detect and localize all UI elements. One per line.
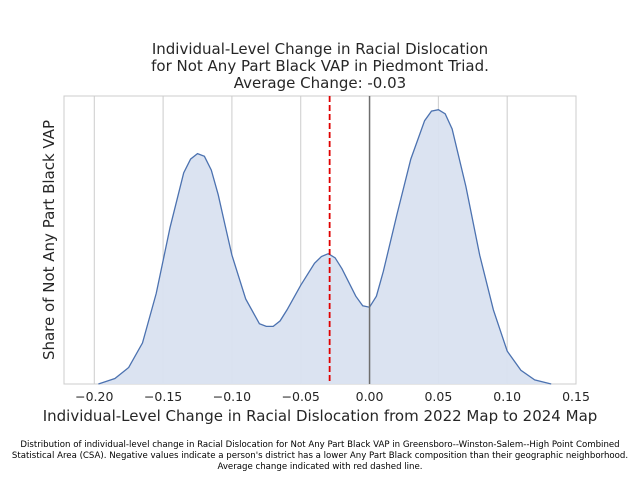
chart-title-line-2: for Not Any Part Black VAP in Piedmont T… (151, 57, 489, 75)
chart-title-line-1: Individual-Level Change in Racial Disloc… (151, 40, 489, 58)
x-tick-label: 0.00 (356, 389, 384, 404)
x-axis-ticks: −0.20 −0.15 −0.10 −0.05 0.00 0.05 0.10 0.15 (75, 389, 590, 404)
x-tick-label: 0.10 (493, 389, 521, 404)
x-tick-label: −0.20 (75, 389, 113, 404)
x-tick-label: 0.15 (562, 389, 590, 404)
density-area-fill (98, 109, 552, 384)
figure-caption: Distribution of individual-level change … (11, 440, 629, 472)
density-curve (98, 109, 552, 385)
x-axis-label: Individual-Level Change in Racial Disloc… (43, 407, 598, 425)
chart-title-line-3: Average Change: -0.03 (233, 74, 407, 92)
x-tick-label: 0.05 (424, 389, 452, 404)
x-tick-label: −0.15 (144, 389, 182, 404)
y-axis-label: Share of Not Any Part Black VAP (40, 120, 58, 360)
x-tick-label: −0.05 (282, 389, 320, 404)
x-tick-label: −0.10 (213, 389, 251, 404)
